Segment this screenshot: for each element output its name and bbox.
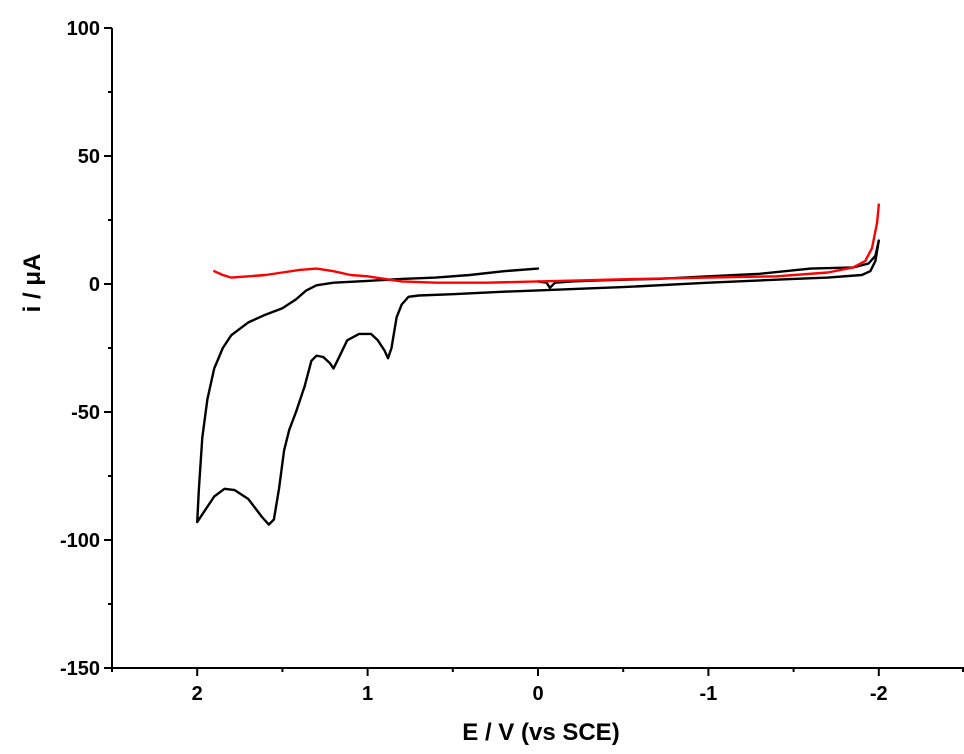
x-tick-label: 2 (192, 683, 203, 705)
y-tick-label: -100 (60, 530, 100, 552)
y-tick-label: 100 (67, 18, 100, 40)
y-axis-label: i / μA (19, 254, 46, 313)
series-layer (196, 203, 880, 526)
y-tick-label: -50 (71, 402, 100, 424)
x-tick-label: -2 (870, 683, 888, 705)
axes-layer: 100 50 0 -50 -100 -150 2 1 0 -1 -2 (60, 18, 964, 705)
x-tick-label: 0 (532, 683, 543, 705)
series-black-line (196, 239, 880, 526)
y-tick-label: 0 (89, 274, 100, 296)
series-red-line (213, 203, 880, 284)
y-tick-label: -150 (60, 658, 100, 680)
x-axis-label: E / V (vs SCE) (462, 719, 619, 746)
x-tick-label: 1 (362, 683, 373, 705)
y-tick-label: 50 (78, 146, 100, 168)
x-tick-label: -1 (700, 683, 718, 705)
